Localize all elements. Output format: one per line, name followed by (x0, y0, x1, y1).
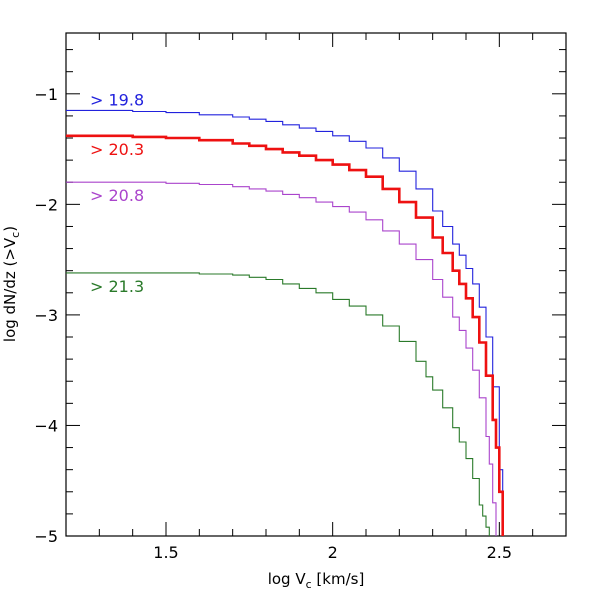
x-tick-label: 2.5 (487, 543, 512, 562)
x-axis-title-suffix: [km/s] (312, 570, 365, 588)
series-label: > 20.8 (90, 186, 144, 205)
x-tick-label: 2 (328, 543, 338, 562)
y-axis-title-subscript: c (9, 232, 22, 238)
x-tick-label: 1.5 (153, 543, 178, 562)
series-line (66, 181, 497, 536)
series-labels: > 19.8 > 20.3 > 20.8 > 21.3 (90, 90, 144, 296)
y-tick-label: −4 (34, 416, 58, 435)
series-line (66, 272, 490, 536)
series-label: > 19.8 (90, 90, 144, 109)
x-axis-title-main: log V (268, 570, 307, 588)
series-label: > 20.3 (90, 140, 144, 159)
series-line (66, 109, 504, 536)
y-tick-label: −5 (34, 527, 58, 546)
y-tick-label: −1 (34, 85, 58, 104)
plot-frame (65, 32, 567, 537)
y-axis-title-suffix: ) (1, 226, 19, 232)
series-line (66, 134, 504, 536)
axis-ticks (65, 33, 567, 537)
y-tick-label: −2 (34, 195, 58, 214)
x-axis-title-subscript: c (306, 578, 312, 591)
y-axis-title: log dN/dz (>Vc) (1, 226, 22, 342)
axis-tick-labels: 1.5 2 2.5 −1 −2 −3 −4 −5 (34, 85, 512, 562)
series-label: > 21.3 (90, 277, 144, 296)
y-axis-title-main: log dN/dz (>V (1, 237, 19, 342)
y-tick-label: −3 (34, 306, 58, 325)
series-lines (66, 109, 504, 536)
x-axis-title: log Vc [km/s] (268, 570, 365, 591)
